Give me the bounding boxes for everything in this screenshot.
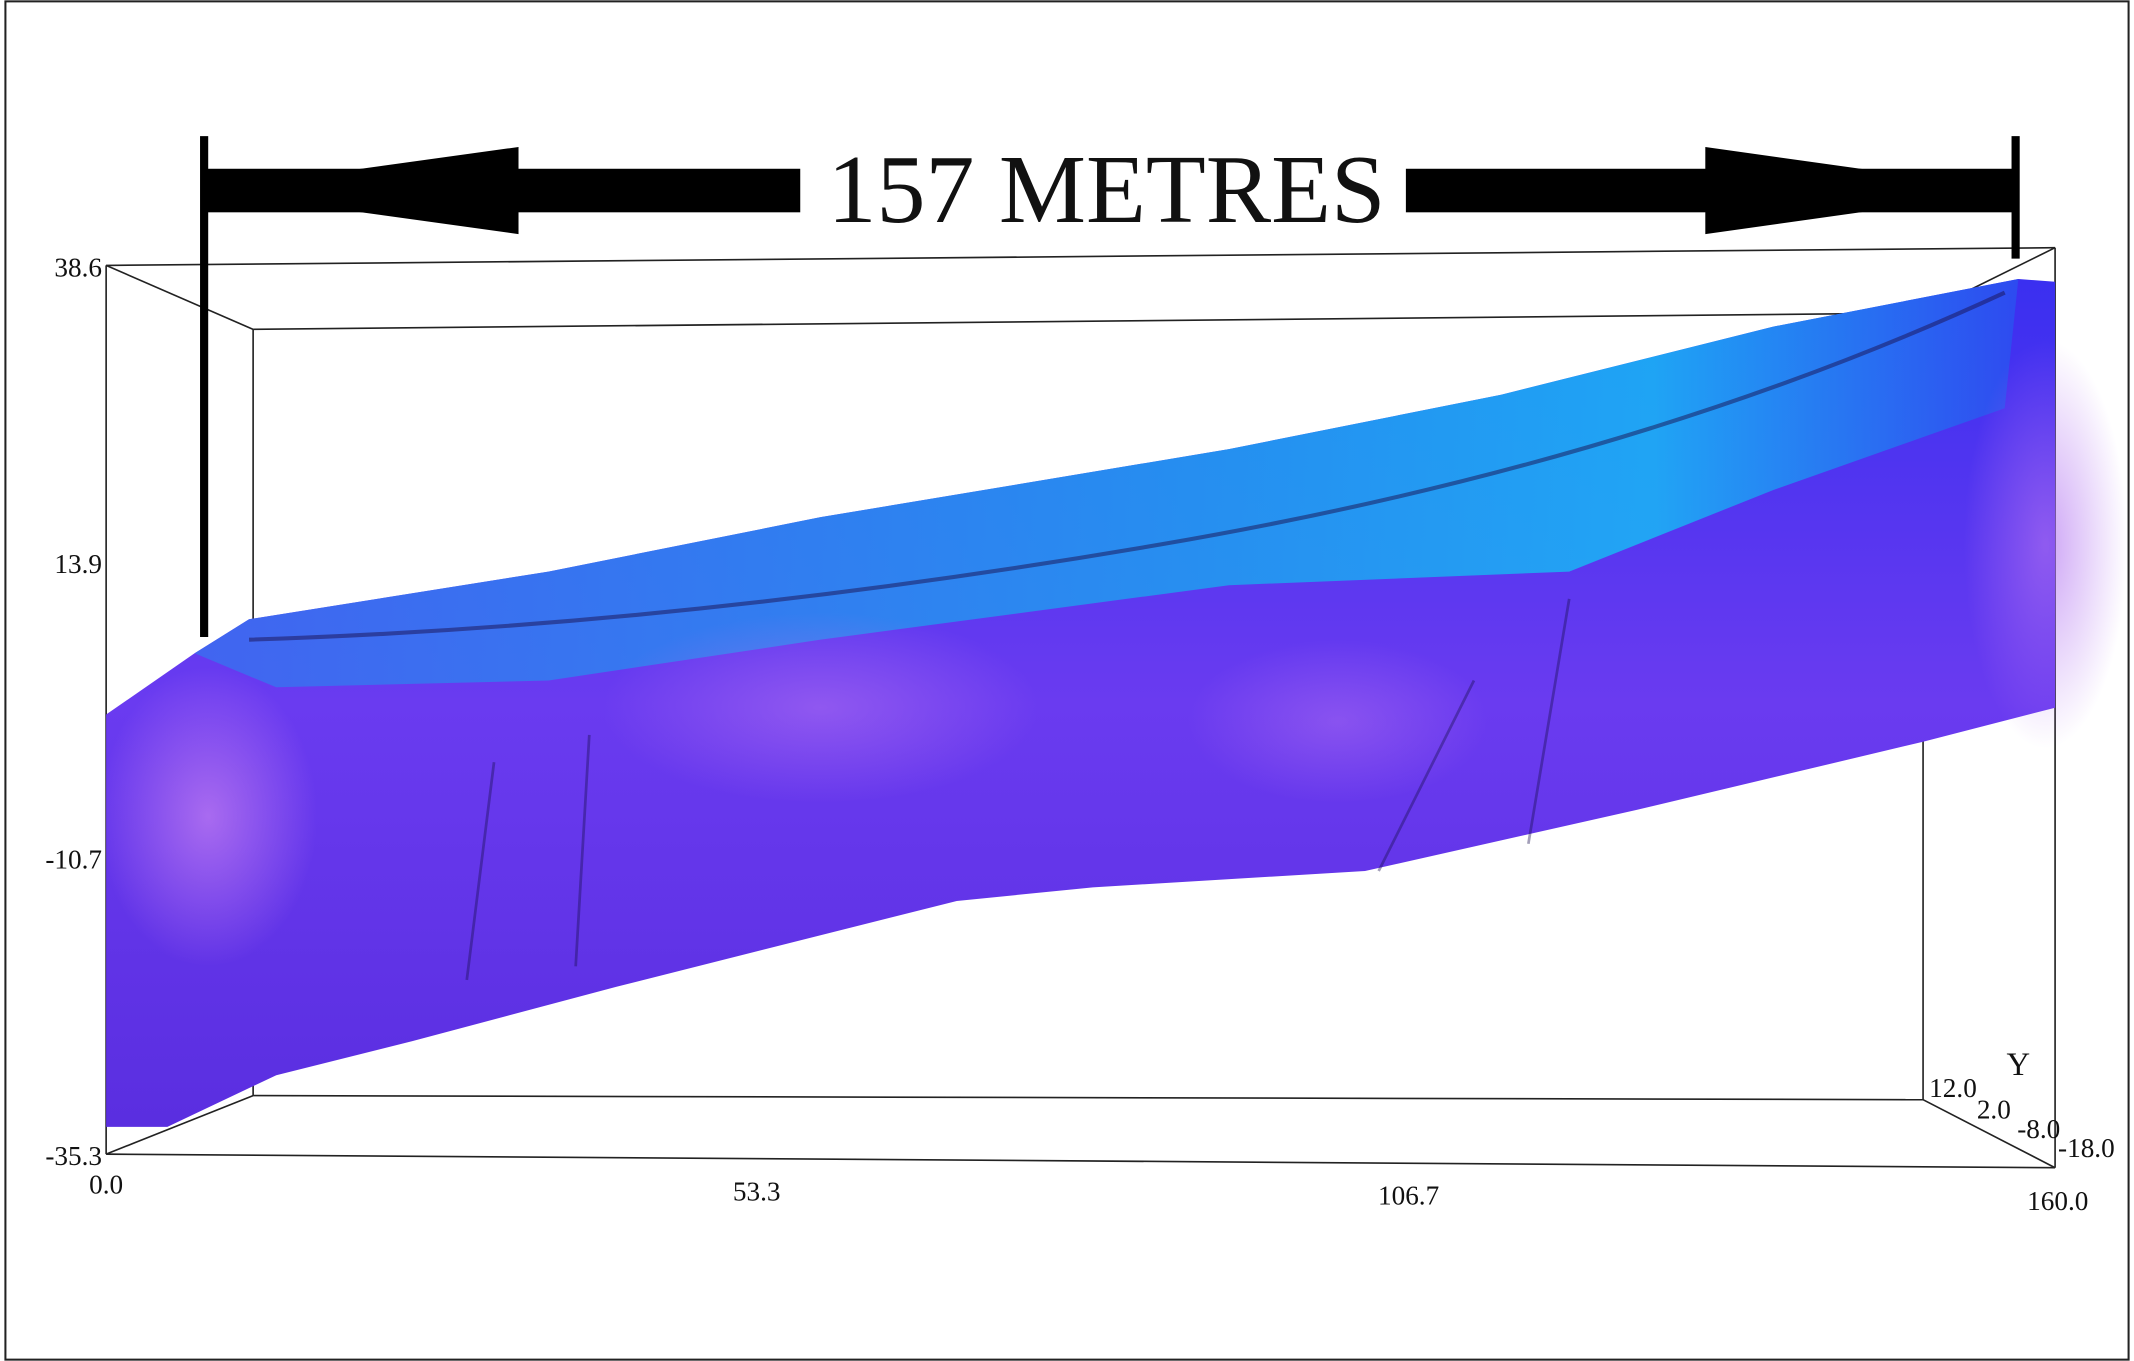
y-axis-label: Y xyxy=(2007,1047,2031,1083)
y-tick-label: 2.0 xyxy=(1977,1095,2011,1125)
y-tick-label: -8.0 xyxy=(2017,1114,2060,1144)
z-tick-label: 38.6 xyxy=(54,252,102,282)
surface xyxy=(99,279,2128,1127)
x-tick-label: 106.7 xyxy=(1378,1180,1439,1210)
x-tick-label: 0.0 xyxy=(89,1170,123,1200)
z-tick-label: 13.9 xyxy=(54,549,102,579)
z-tick-label: -35.3 xyxy=(45,1141,102,1171)
y-tick-label: -18.0 xyxy=(2058,1133,2115,1163)
z-tick-label: -10.7 xyxy=(45,844,102,874)
scale-arrow xyxy=(200,136,2020,637)
x-tick-label: 53.3 xyxy=(733,1176,781,1206)
y-tick-label: 12.0 xyxy=(1929,1073,1977,1103)
scale-label: 157 METRES xyxy=(827,136,1385,244)
x-tick-label: 160.0 xyxy=(2027,1186,2088,1216)
